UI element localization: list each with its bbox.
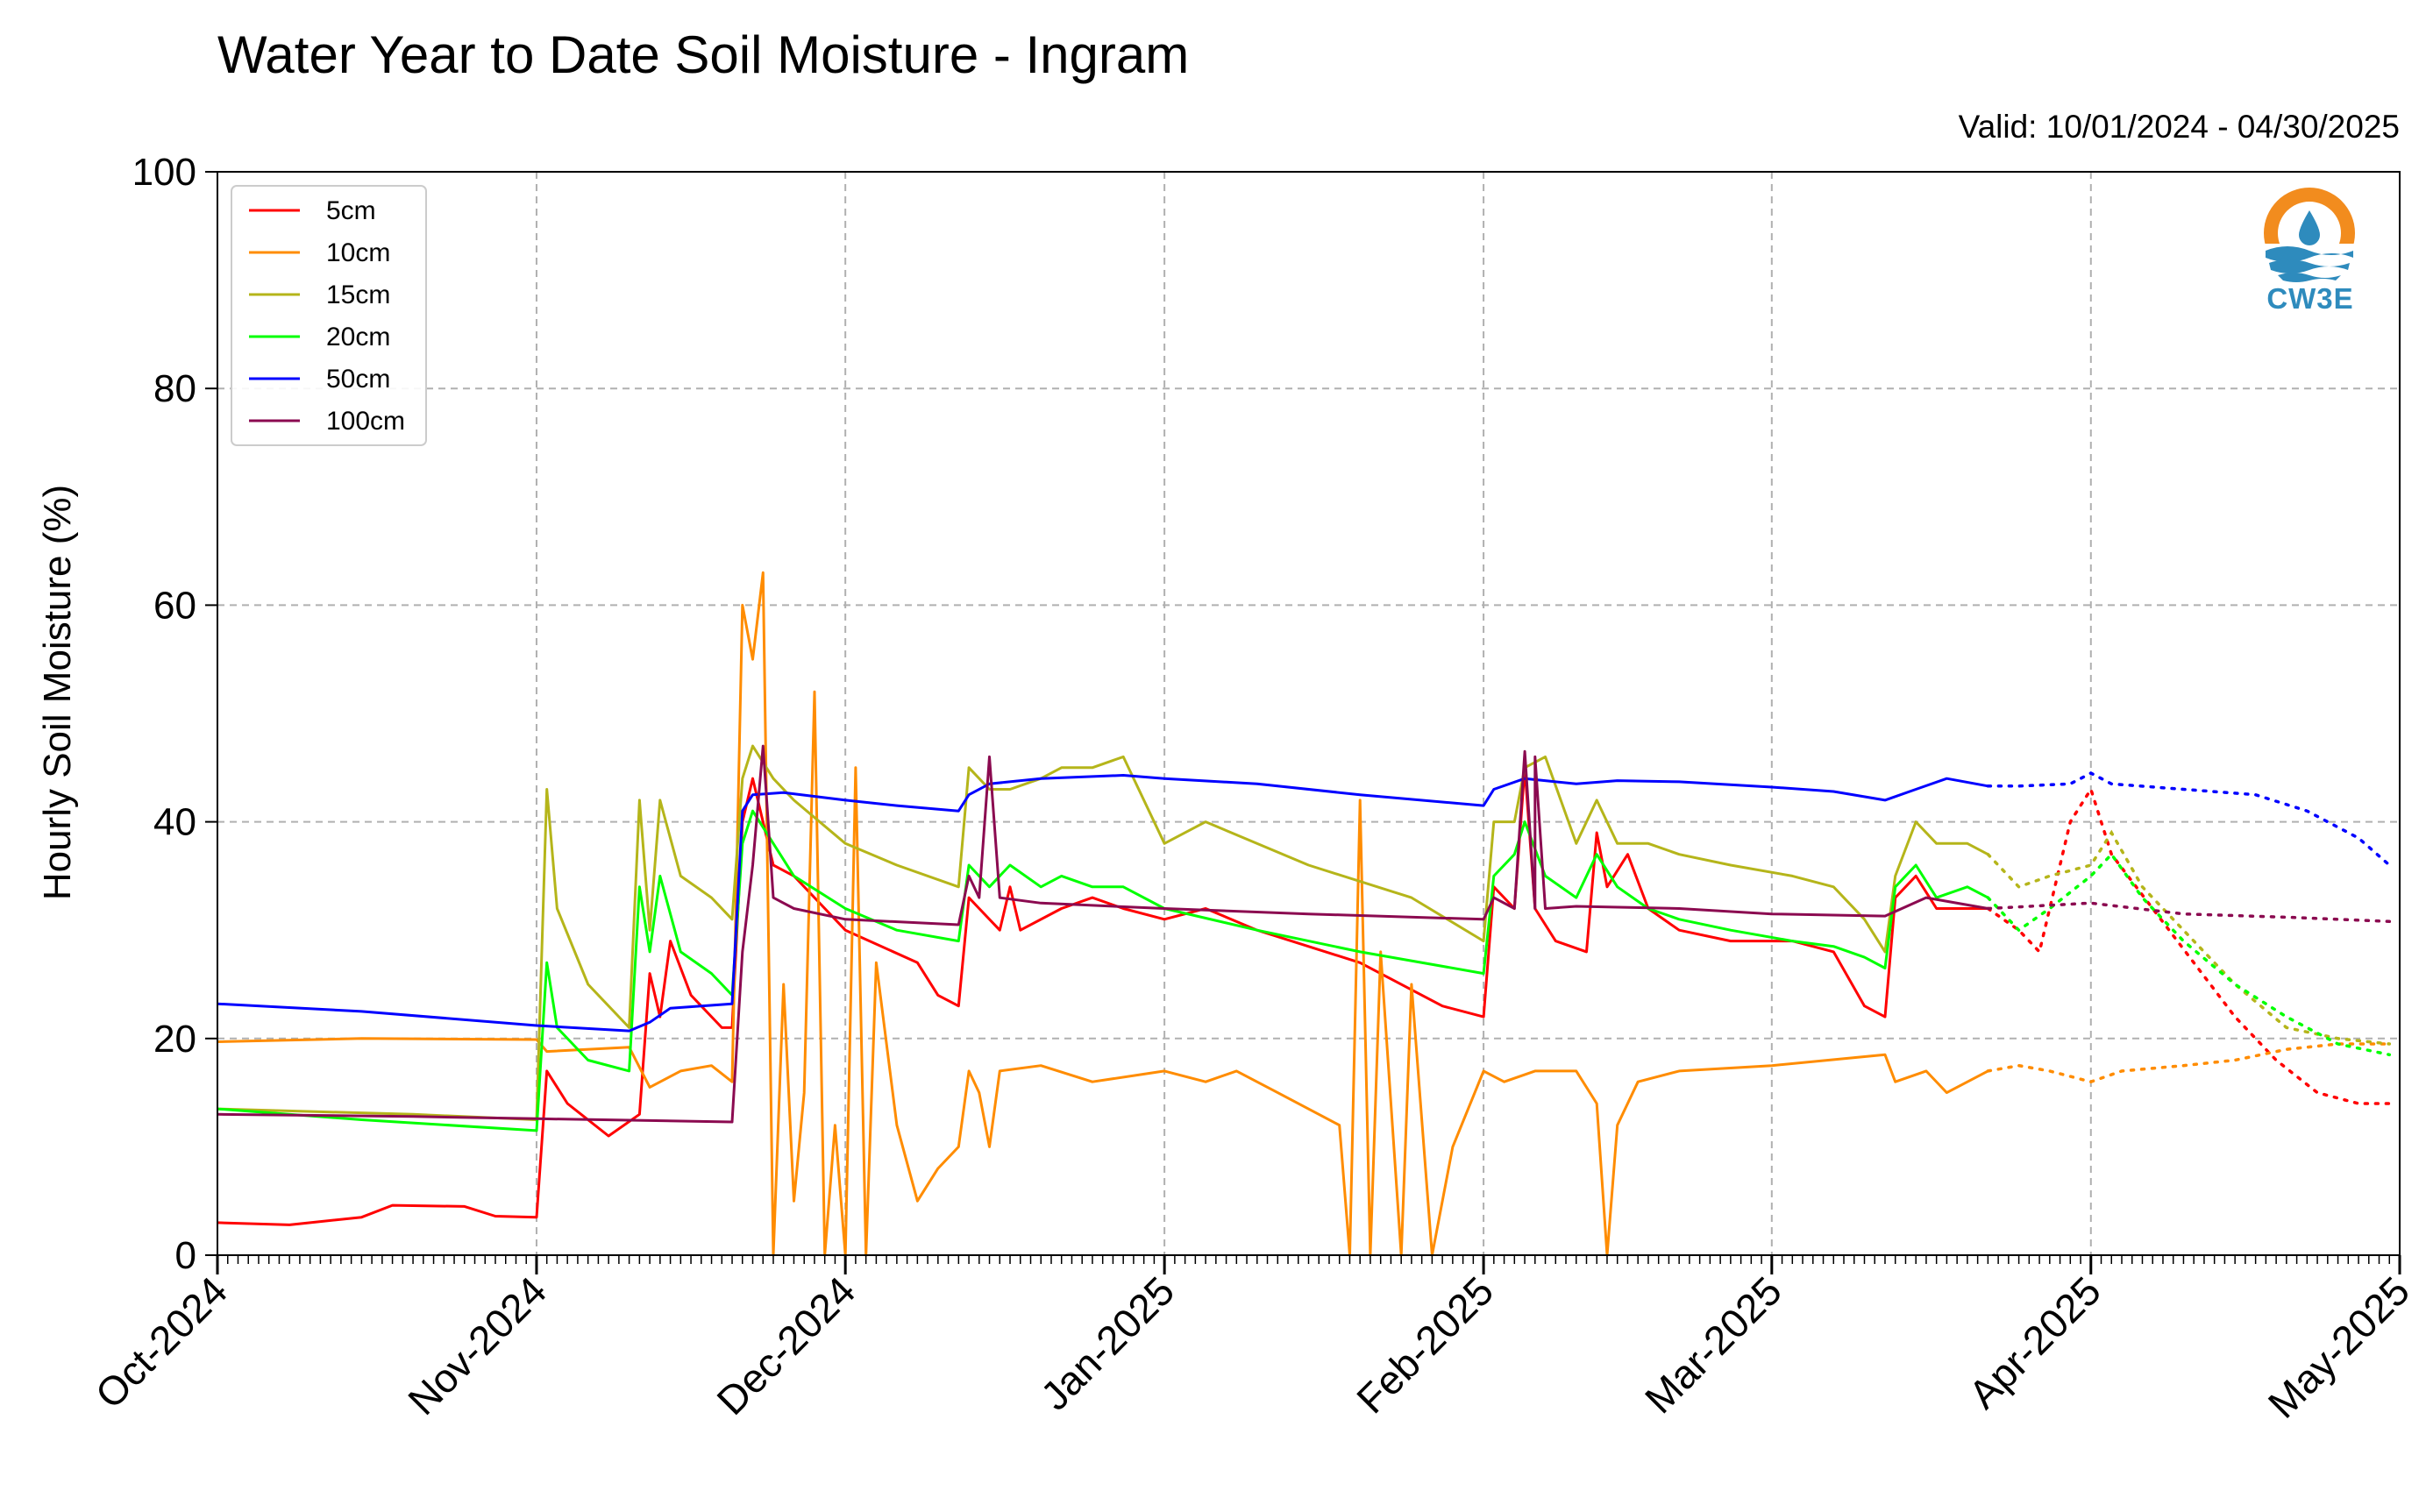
legend: 5cm 10cm 15cm 20cm 50cm 100cm xyxy=(231,185,427,446)
x-tick-label: Oct-2024 xyxy=(87,1267,237,1417)
cw3e-logo-icon xyxy=(2260,188,2358,286)
series-line-50cm xyxy=(217,774,1988,1033)
legend-label: 5cm xyxy=(326,196,376,225)
x-tick-label: Apr-2025 xyxy=(1960,1267,2109,1417)
series-line-50cm-projection xyxy=(1986,771,2392,867)
chart-title: Water Year to Date Soil Moisture - Ingra… xyxy=(217,25,1190,84)
series-line-5cm xyxy=(217,766,1988,1226)
axis-ticks: 0 20 40 60 80 100 Oct-2024 Nov-2024 Dec-2024 Jan-… xyxy=(87,151,2419,1427)
x-tick-label: Mar-2025 xyxy=(1636,1267,1790,1422)
y-tick-label: 60 xyxy=(153,584,196,627)
series-line-15cm-projection xyxy=(1986,829,2392,1046)
legend-label: 20cm xyxy=(326,323,390,351)
valid-date-range: Valid: 10/01/2024 - 04/30/2025 xyxy=(1958,109,2400,145)
legend-label: 10cm xyxy=(326,238,390,267)
series-lines xyxy=(217,571,2392,1257)
x-tick-label: May-2025 xyxy=(2259,1267,2418,1426)
legend-label: 50cm xyxy=(326,365,390,394)
x-tick-label: Jan-2025 xyxy=(1032,1267,1183,1418)
series-line-5cm-projection xyxy=(1986,785,2392,1105)
y-tick-label: 20 xyxy=(153,1018,196,1061)
legend-label: 15cm xyxy=(326,280,390,309)
legend-label: 100cm xyxy=(326,407,405,436)
series-line-100cm xyxy=(217,744,1988,1124)
series-line-10cm xyxy=(217,571,1989,1257)
series-line-10cm-projection xyxy=(1986,1042,2392,1084)
x-tick-label: Dec-2024 xyxy=(708,1267,864,1423)
y-tick-label: 0 xyxy=(175,1234,196,1277)
y-tick-label: 100 xyxy=(132,151,196,194)
series-line-20cm xyxy=(217,809,1989,1132)
logo-text: CW3E xyxy=(2266,282,2354,315)
y-tick-label: 40 xyxy=(153,801,196,844)
legend-box xyxy=(231,185,427,446)
y-tick-label: 80 xyxy=(153,367,196,410)
x-tick-label: Feb-2025 xyxy=(1348,1267,1502,1422)
series-line-15cm xyxy=(217,744,1989,1121)
x-tick-label: Nov-2024 xyxy=(399,1267,555,1423)
